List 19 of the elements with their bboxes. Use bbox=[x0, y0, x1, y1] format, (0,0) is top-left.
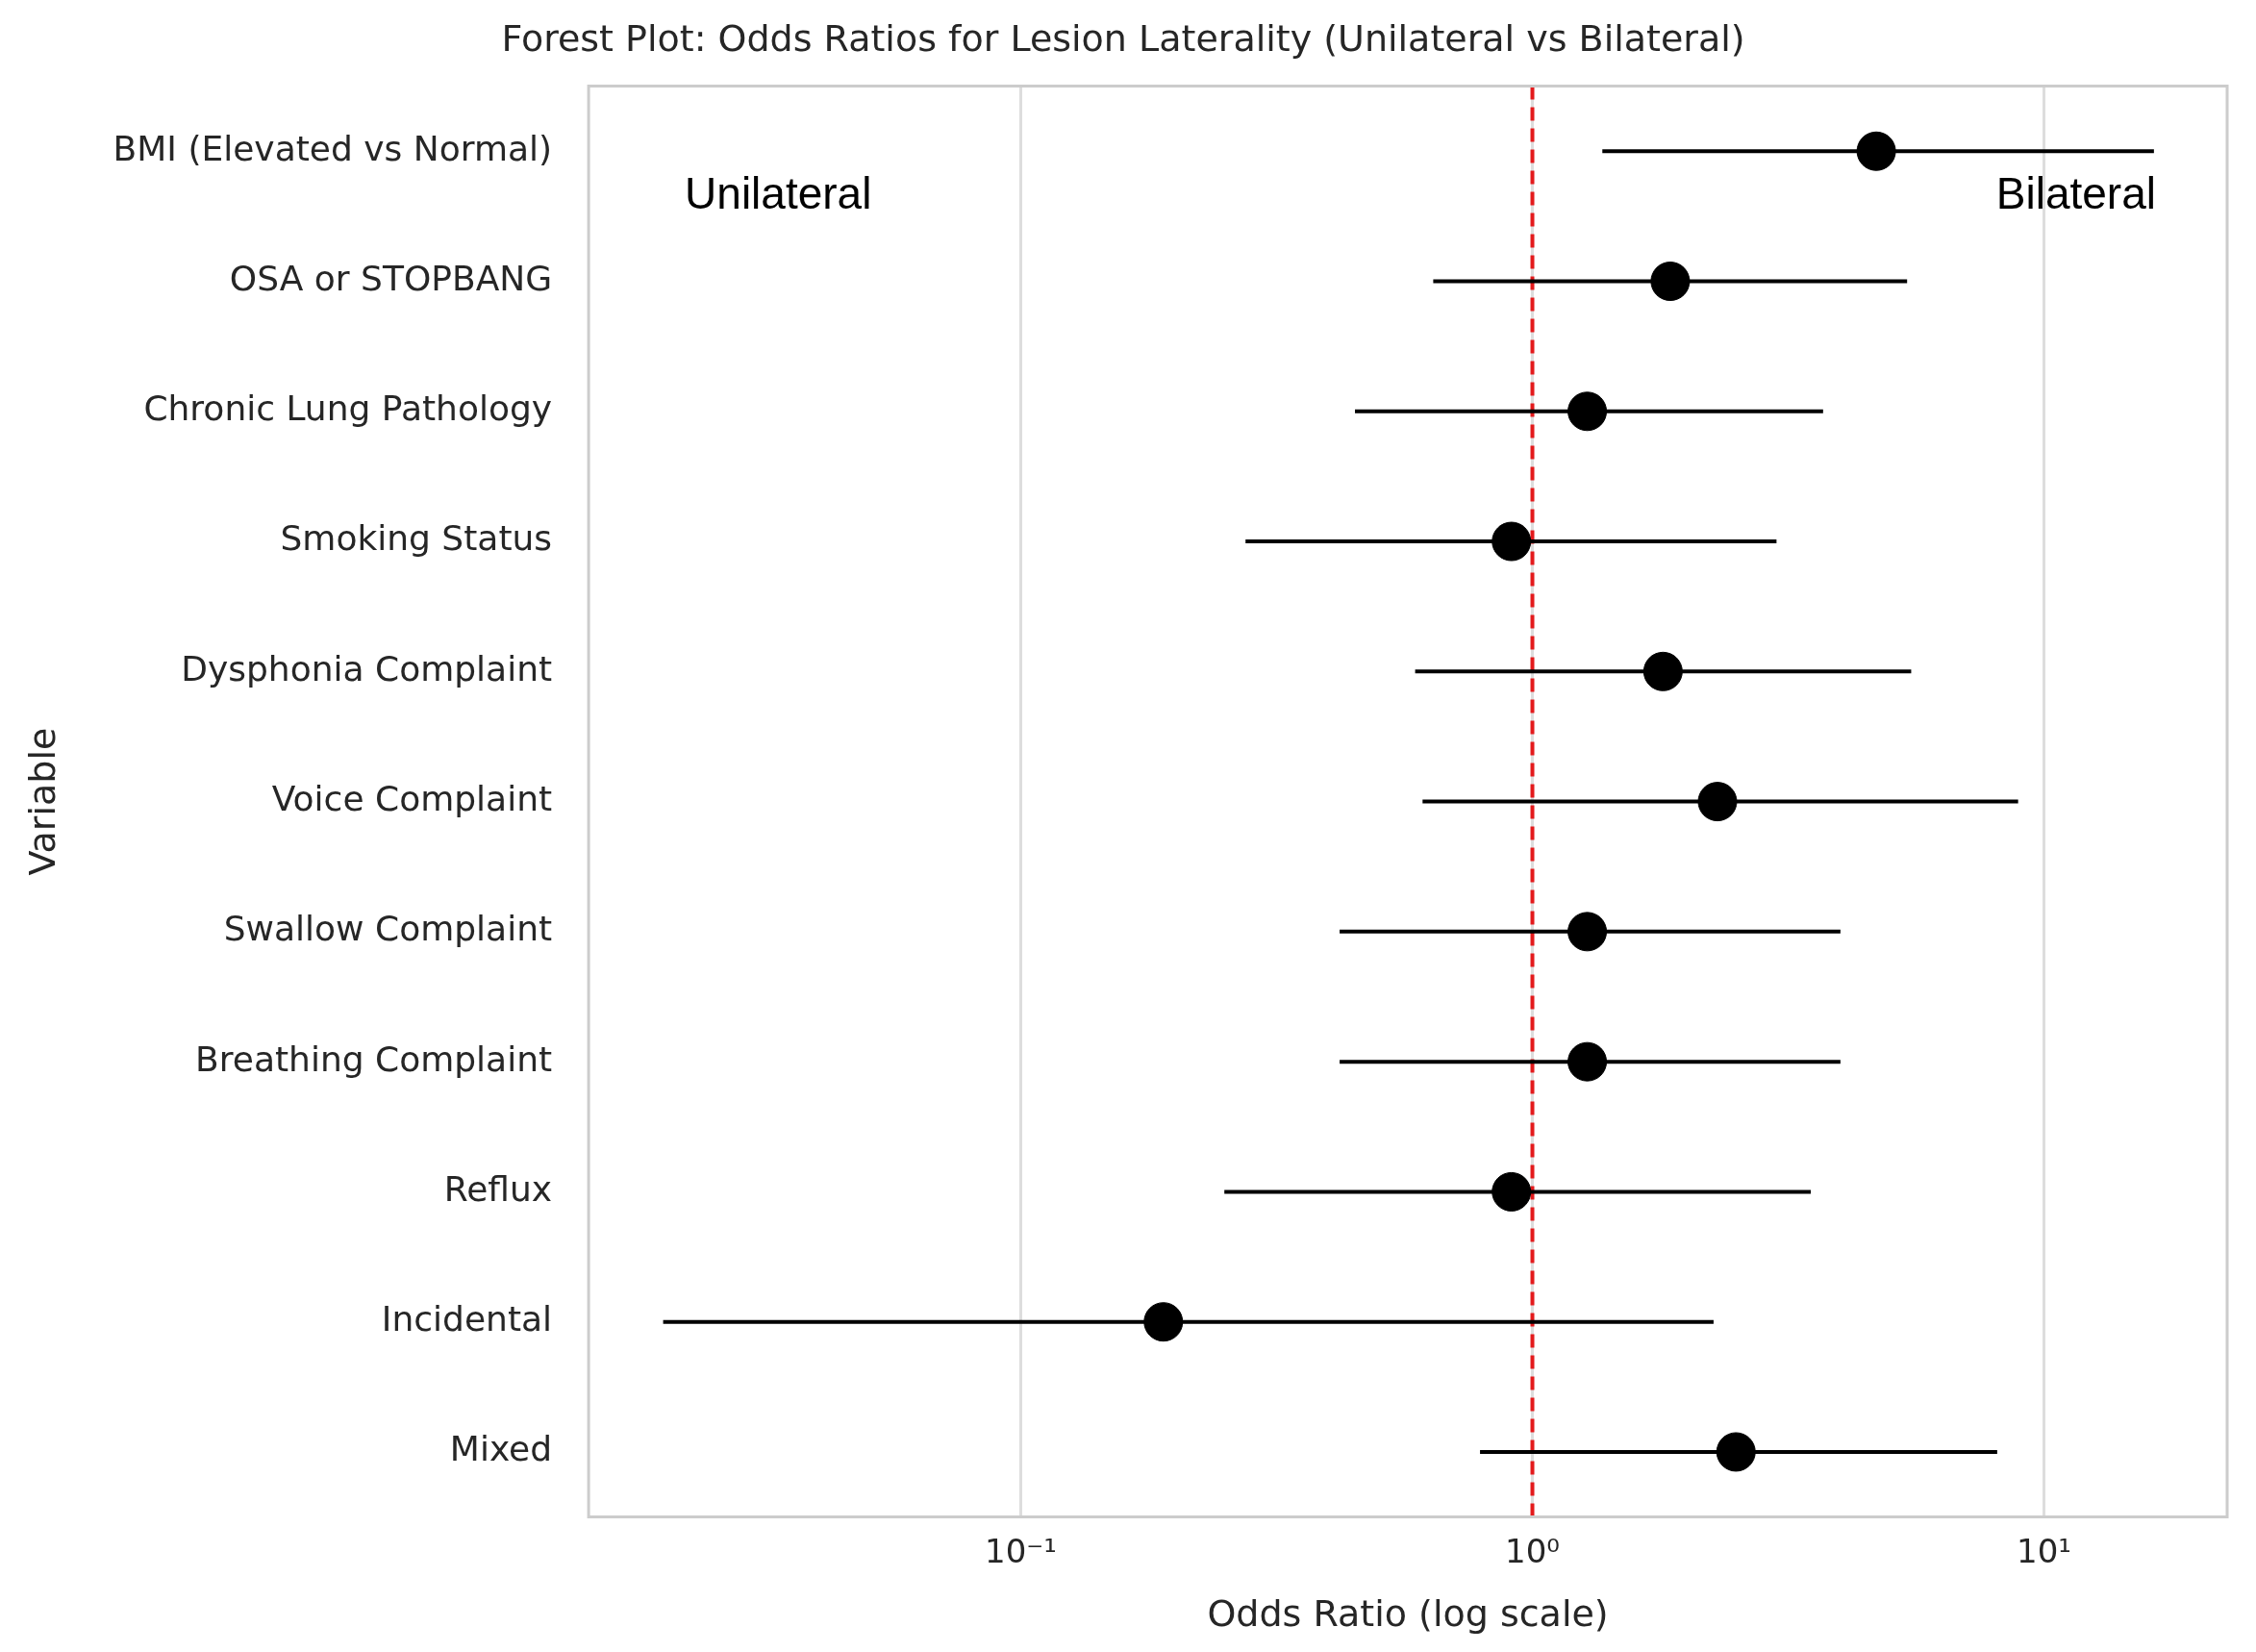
y-tick-label: Smoking Status bbox=[280, 518, 553, 559]
y-tick-label: Chronic Lung Pathology bbox=[143, 388, 553, 429]
annotation: Unilateral bbox=[685, 168, 872, 219]
annotation: Bilateral bbox=[1995, 168, 2156, 219]
chart-title: Forest Plot: Odds Ratios for Lesion Laterality (Unilateral vs Bilateral) bbox=[501, 16, 1745, 60]
x-tick-label: 10⁻¹ bbox=[985, 1531, 1057, 1570]
y-tick-label: BMI (Elevated vs Normal) bbox=[113, 128, 553, 168]
y-tick-label: Dysphonia Complaint bbox=[181, 648, 553, 688]
x-tick-label: 10¹ bbox=[2017, 1531, 2072, 1570]
y-tick-label: Breathing Complaint bbox=[195, 1039, 553, 1079]
y-tick-label: Voice Complaint bbox=[271, 778, 553, 818]
y-tick-label: Swallow Complaint bbox=[223, 909, 553, 949]
y-tick-label: Incidental bbox=[381, 1299, 553, 1339]
y-tick-label: OSA or STOPBANG bbox=[229, 258, 553, 298]
y-tick-label: Reflux bbox=[443, 1168, 553, 1209]
y-tick-label: Mixed bbox=[449, 1429, 553, 1469]
x-tick-label: 10⁰ bbox=[1505, 1531, 1560, 1570]
y-axis-title: Variable bbox=[20, 727, 63, 876]
x-axis-title: Odds Ratio (log scale) bbox=[1207, 1592, 1609, 1636]
